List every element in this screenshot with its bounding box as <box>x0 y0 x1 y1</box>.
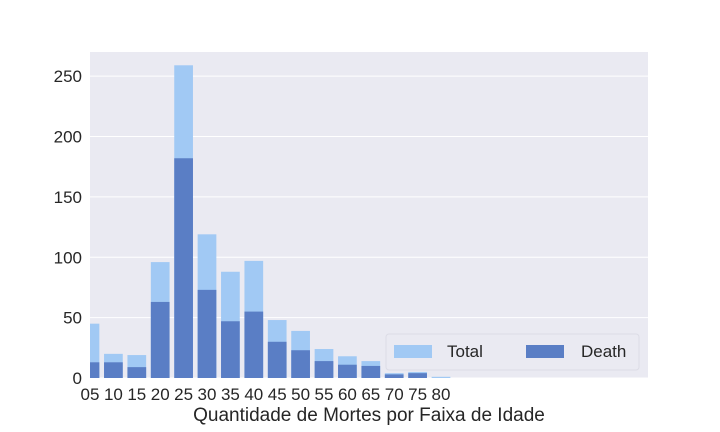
bar-death <box>361 366 380 378</box>
x-tick-label: 10 <box>104 385 123 404</box>
x-axis-ticks: 05 10 15 20 25 30 35 40 45 50 55 60 65 70 75 80 <box>81 385 451 404</box>
x-tick-label: 40 <box>244 385 263 404</box>
legend-label-death: Death <box>581 342 626 361</box>
y-tick-label: 150 <box>54 188 82 207</box>
x-tick-label: 60 <box>338 385 357 404</box>
x-tick-label: 35 <box>221 385 240 404</box>
x-axis-title: Quantidade de Mortes por Faixa de Idade <box>193 405 545 426</box>
x-tick-label: 70 <box>385 385 404 404</box>
x-tick-label: 45 <box>268 385 287 404</box>
bar-death <box>338 365 357 378</box>
y-tick-label: 250 <box>54 67 82 86</box>
bar-death <box>174 158 193 378</box>
bar-death <box>127 367 146 378</box>
bar-death <box>221 321 240 378</box>
y-tick-label: 50 <box>63 309 82 328</box>
bar-death <box>408 373 427 378</box>
y-tick-label: 100 <box>54 248 82 267</box>
bar-death <box>315 361 334 378</box>
bar-death <box>198 290 217 378</box>
legend-swatch-total <box>394 345 432 358</box>
legend-swatch-death <box>526 345 564 358</box>
plot-area <box>90 52 648 378</box>
x-tick-label: 15 <box>127 385 146 404</box>
x-tick-label: 50 <box>291 385 310 404</box>
bar-death <box>244 312 263 378</box>
bar-death <box>268 342 287 378</box>
y-tick-label: 200 <box>54 128 82 147</box>
bar-death <box>291 350 310 378</box>
legend: Total Death <box>386 334 639 370</box>
x-tick-label: 30 <box>198 385 217 404</box>
x-tick-label: 75 <box>408 385 427 404</box>
x-tick-label: 25 <box>174 385 193 404</box>
x-tick-label: 20 <box>151 385 170 404</box>
x-tick-label: 05 <box>81 385 100 404</box>
bar-death <box>104 362 123 378</box>
x-tick-label: 55 <box>315 385 334 404</box>
bar-death <box>151 302 170 378</box>
bar-total <box>432 377 451 378</box>
x-tick-label: 80 <box>432 385 451 404</box>
bar-death <box>90 362 99 378</box>
legend-label-total: Total <box>447 342 483 361</box>
bar-death <box>385 374 404 378</box>
x-tick-label: 65 <box>361 385 380 404</box>
